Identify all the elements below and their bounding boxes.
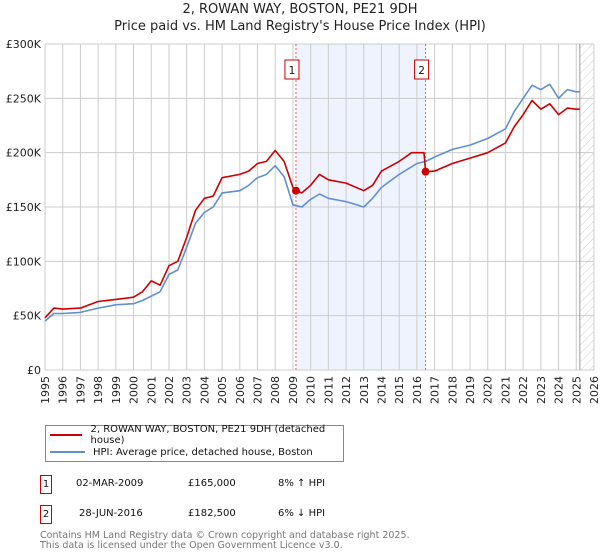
x-tick-label: 2005 — [216, 376, 229, 404]
x-tick-label: 2016 — [411, 376, 424, 404]
x-tick-label: 2000 — [128, 376, 141, 404]
x-tick-label: 2019 — [464, 376, 477, 404]
x-tick-label: 2003 — [181, 376, 194, 404]
x-tick-label: 2010 — [305, 376, 318, 404]
annotation-marker: 1 — [40, 475, 52, 494]
legend-item-property: 2, ROWAN WAY, BOSTON, PE21 9DH (detached… — [46, 424, 343, 446]
x-tick-label: 2006 — [234, 376, 247, 404]
x-tick-label: 2011 — [322, 376, 335, 404]
x-tick-label: 2014 — [375, 376, 388, 404]
x-tick-label: 2007 — [252, 376, 265, 404]
x-tick-label: 2022 — [517, 376, 530, 404]
footer-line: This data is licensed under the Open Gov… — [40, 540, 343, 551]
legend-item-hpi: HPI: Average price, detached house, Bost… — [46, 444, 313, 460]
annotation-price: £165,000 — [188, 478, 236, 489]
hpi-line — [44, 83, 580, 322]
legend-label: 2, ROWAN WAY, BOSTON, PE21 9DH (detached… — [90, 424, 326, 446]
annotation-price: £182,500 — [188, 508, 236, 519]
sale-point — [421, 167, 430, 176]
x-tick-label: 2012 — [340, 376, 353, 404]
x-tick-label: 1997 — [74, 376, 87, 404]
x-tick-label: 2025 — [570, 376, 583, 404]
annotation-row: 2 28-JUN-2016 £182,500 6% ↓ HPI — [40, 505, 440, 524]
price-chart: 1995 1996 1997 1998 1999 2000 2001 2002 2003 2004… — [6, 38, 600, 404]
y-tick-label: £100K — [6, 255, 42, 268]
x-tick-label: 2021 — [499, 376, 512, 404]
x-tick-label: 2015 — [393, 376, 406, 404]
property-price-line — [44, 99, 580, 319]
x-tick-label: 1999 — [110, 376, 123, 404]
x-tick-label: 2020 — [482, 376, 495, 404]
sale-label: 2 — [418, 65, 425, 77]
y-tick-label: £200K — [6, 147, 42, 160]
sale-point — [291, 186, 300, 195]
x-tick-label: 2023 — [535, 376, 548, 404]
red-line-swatch — [50, 434, 83, 436]
blue-line-swatch — [50, 451, 85, 453]
chart-subtitle: Price paid vs. HM Land Registry's House … — [114, 19, 486, 34]
y-tick-label: £50K — [13, 310, 42, 323]
x-tick-label: 2001 — [145, 376, 158, 404]
footer-line: Contains HM Land Registry data © Crown c… — [40, 530, 410, 541]
x-tick-label: 1998 — [92, 376, 105, 404]
legend-label: HPI: Average price, detached house, Bost… — [93, 446, 313, 458]
x-tick-label: 2002 — [163, 376, 176, 404]
x-tick-label: 1996 — [57, 376, 70, 404]
y-tick-label: £150K — [6, 201, 42, 214]
x-tick-label: 2026 — [588, 376, 600, 404]
legend: 2, ROWAN WAY, BOSTON, PE21 9DH (detached… — [45, 424, 344, 462]
annotation-marker: 2 — [40, 505, 52, 524]
annotation-hpi: 8% ↑ HPI — [278, 478, 326, 489]
annotation-hpi: 6% ↓ HPI — [278, 508, 326, 519]
x-tick-label: 2008 — [269, 376, 282, 404]
sale-label-box — [284, 59, 300, 80]
annotation-row: 1 02-MAR-2009 £165,000 8% ↑ HPI — [40, 475, 440, 494]
x-tick-label: 2004 — [198, 376, 211, 404]
x-tick-label: 2024 — [553, 376, 566, 404]
footer: Contains HM Land Registry data © Crown c… — [40, 531, 410, 551]
y-tick-label: £300K — [6, 38, 42, 51]
x-tick-label: 2018 — [446, 376, 459, 404]
y-tick-label: £0 — [27, 364, 41, 377]
chart-title: 2, ROWAN WAY, BOSTON, PE21 9DH — [182, 2, 418, 17]
annotation-date: 02-MAR-2009 — [76, 478, 144, 489]
x-tick-label: 1995 — [39, 376, 52, 404]
sale-label: 1 — [289, 65, 296, 77]
x-tick-label: 2013 — [358, 376, 371, 404]
x-tick-label: 2017 — [429, 376, 442, 404]
x-tick-label: 2009 — [287, 376, 300, 404]
sale-label-box — [414, 59, 430, 80]
y-tick-label: £250K — [6, 92, 42, 105]
annotation-date: 28-JUN-2016 — [79, 508, 143, 519]
